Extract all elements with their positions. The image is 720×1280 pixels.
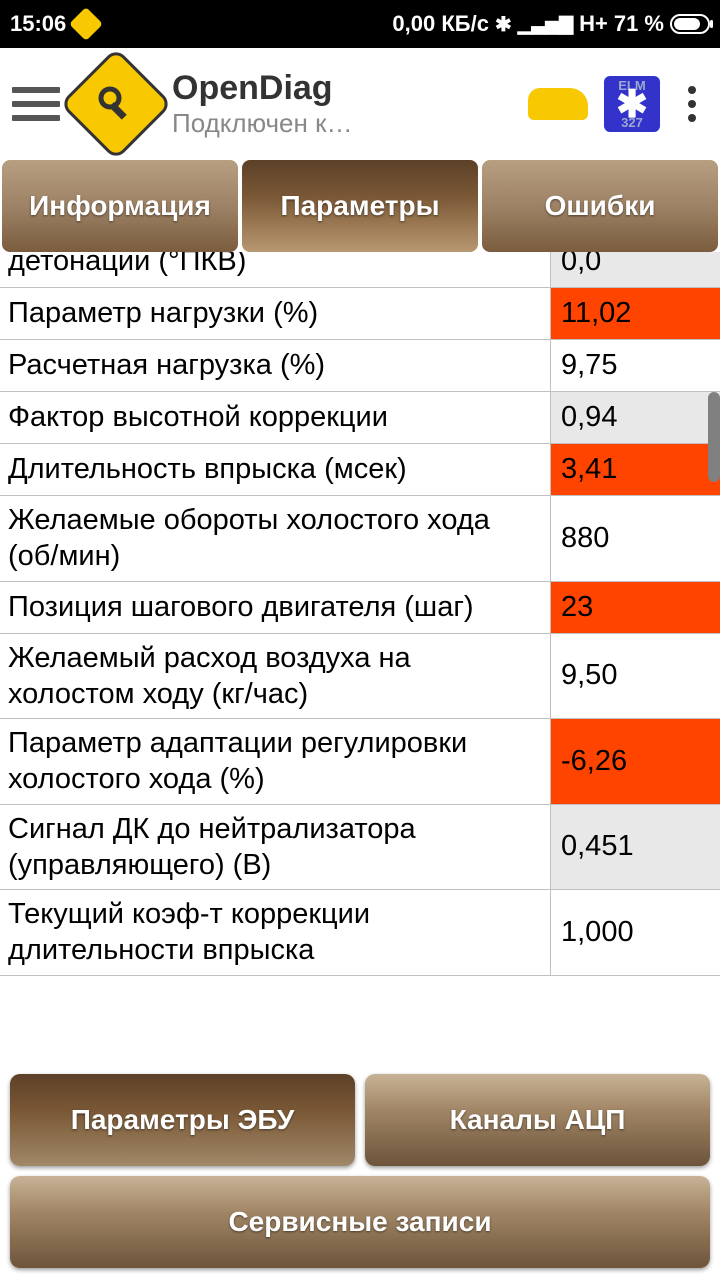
parameter-value: -6,26	[550, 719, 720, 804]
parameter-label: Текущий коэф-т коррекции длительности вп…	[0, 890, 550, 975]
parameter-row[interactable]: Длительность впрыска (мсек)3,41	[0, 444, 720, 496]
parameter-row[interactable]: Желаемые обороты холостого хода (об/мин)…	[0, 496, 720, 582]
adc-channels-button[interactable]: Каналы АЦП	[365, 1074, 710, 1166]
parameter-row[interactable]: Позиция шагового двигателя (шаг)23	[0, 582, 720, 634]
status-battery-pct: 71 %	[614, 11, 664, 37]
parameter-list[interactable]: детонации (°ПКВ)0,0Параметр нагрузки (%)…	[0, 252, 720, 1058]
parameter-row[interactable]: детонации (°ПКВ)0,0	[0, 252, 720, 288]
status-network-type: H+	[579, 11, 608, 37]
scrollbar-thumb[interactable]	[708, 392, 720, 482]
service-records-button[interactable]: Сервисные записи	[10, 1176, 710, 1268]
parameter-value: 0,451	[550, 805, 720, 890]
parameter-label: Фактор высотной коррекции	[0, 392, 550, 443]
parameter-row[interactable]: Расчетная нагрузка (%)9,75	[0, 340, 720, 392]
parameter-row[interactable]: Параметр адаптации регулировки холостого…	[0, 719, 720, 805]
parameter-value: 23	[550, 582, 720, 633]
parameter-row[interactable]: Сигнал ДК до нейтрализатора (управляющег…	[0, 805, 720, 891]
menu-button[interactable]	[12, 80, 60, 128]
bluetooth-adapter-button[interactable]: ELM ✱ 327	[604, 76, 660, 132]
ecu-parameters-button[interactable]: Параметры ЭБУ	[10, 1074, 355, 1166]
battery-icon	[670, 14, 710, 34]
bottom-button-bar: Параметры ЭБУ Каналы АЦП Сервисные запис…	[10, 1074, 710, 1268]
parameter-value: 9,50	[550, 634, 720, 719]
parameter-row[interactable]: Параметр нагрузки (%)11,02	[0, 288, 720, 340]
app-title: OpenDiag	[172, 69, 512, 108]
parameter-value: 11,02	[550, 288, 720, 339]
parameter-label: Длительность впрыска (мсек)	[0, 444, 550, 495]
status-time: 15:06	[10, 11, 66, 37]
parameter-value: 0,94	[550, 392, 720, 443]
parameter-value: 0,0	[550, 252, 720, 287]
parameter-label: Параметр адаптации регулировки холостого…	[0, 719, 550, 804]
parameter-label: Позиция шагового двигателя (шаг)	[0, 582, 550, 633]
status-bar: 15:06 0,00 КБ/с ✱ ▁▃▅▇ H+ 71 %	[0, 0, 720, 48]
parameter-row[interactable]: Текущий коэф-т коррекции длительности вп…	[0, 890, 720, 976]
tab-bar: Информация Параметры Ошибки	[0, 160, 720, 252]
bluetooth-icon: ✱	[495, 12, 512, 37]
car-icon[interactable]	[528, 88, 588, 120]
tab-errors[interactable]: Ошибки	[482, 160, 718, 252]
parameter-label: Сигнал ДК до нейтрализатора (управляющег…	[0, 805, 550, 890]
parameter-label: Желаемые обороты холостого хода (об/мин)	[0, 496, 550, 581]
parameter-value: 3,41	[550, 444, 720, 495]
parameter-label: Расчетная нагрузка (%)	[0, 340, 550, 391]
parameter-label: Параметр нагрузки (%)	[0, 288, 550, 339]
parameter-label: Желаемый расход воздуха на холостом ходу…	[0, 634, 550, 719]
parameter-value: 9,75	[550, 340, 720, 391]
tab-information[interactable]: Информация	[2, 160, 238, 252]
parameter-value: 880	[550, 496, 720, 581]
status-data-rate: 0,00 КБ/с	[392, 11, 489, 37]
overflow-menu-button[interactable]	[676, 86, 708, 122]
tab-parameters[interactable]: Параметры	[242, 160, 478, 252]
parameter-label: детонации (°ПКВ)	[0, 252, 550, 287]
app-logo	[59, 47, 172, 160]
parameter-value: 1,000	[550, 890, 720, 975]
parameter-row[interactable]: Желаемый расход воздуха на холостом ходу…	[0, 634, 720, 720]
parameter-row[interactable]: Фактор высотной коррекции0,94	[0, 392, 720, 444]
signal-icon: ▁▃▅▇	[518, 14, 573, 35]
app-subtitle: Подключен к…	[172, 108, 512, 139]
navigation-icon	[69, 7, 103, 41]
app-header: OpenDiag Подключен к… ELM ✱ 327	[0, 48, 720, 160]
